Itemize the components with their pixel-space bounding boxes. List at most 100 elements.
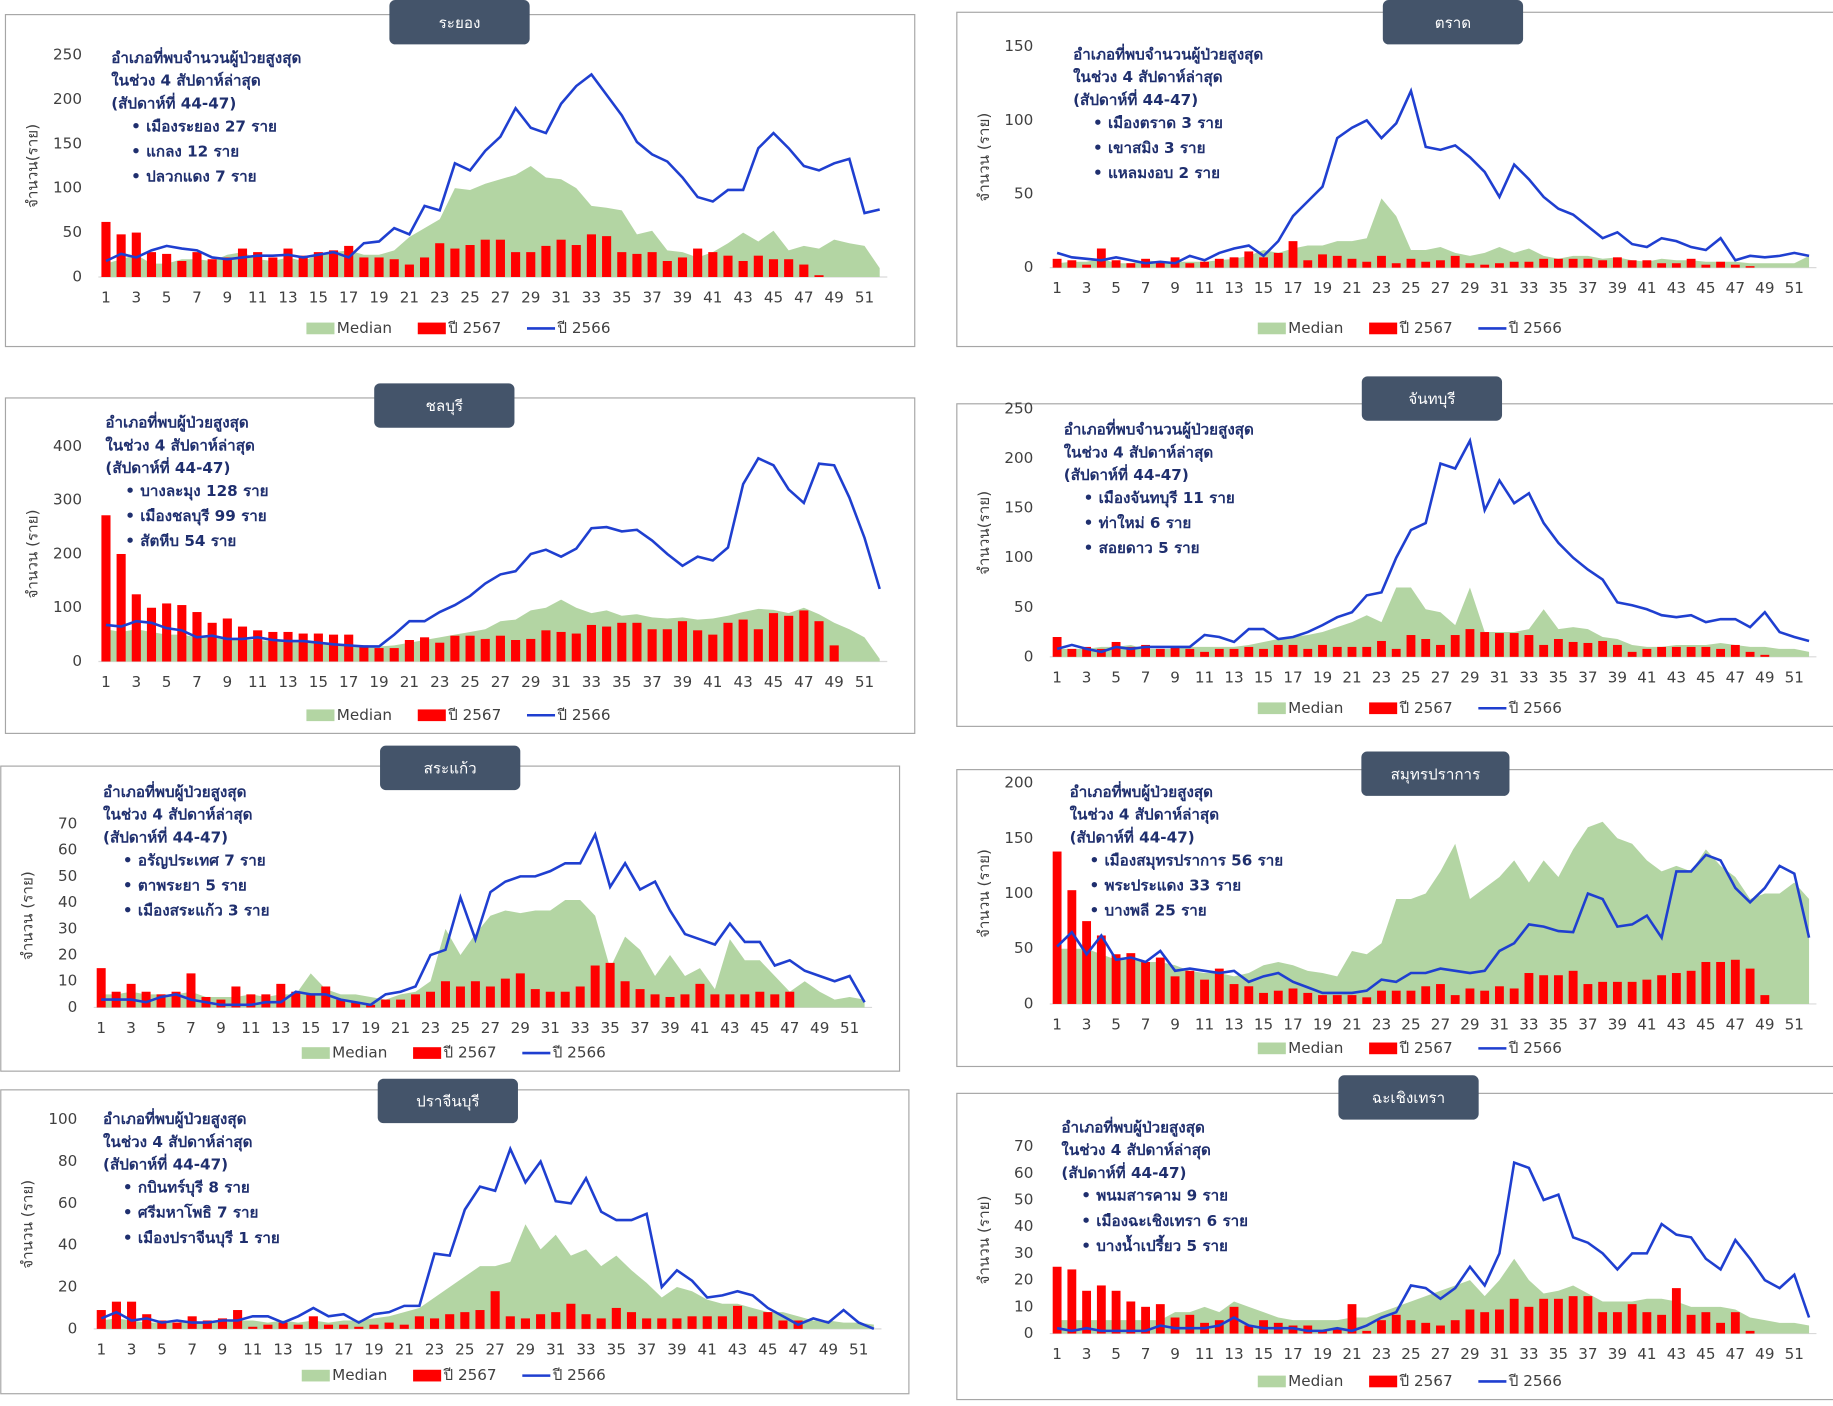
bar	[171, 991, 181, 1008]
x-tick-label: 39	[1608, 279, 1627, 297]
bar	[1200, 979, 1209, 1004]
x-tick-label: 5	[1111, 279, 1121, 297]
x-tick-label: 31	[551, 289, 570, 307]
x-tick-label: 1	[101, 289, 111, 307]
x-tick-label: 11	[1195, 1345, 1214, 1363]
x-tick-label: 25	[1401, 1345, 1420, 1363]
legend-swatch	[1369, 702, 1398, 715]
bar	[575, 986, 585, 1008]
x-tick-label: 27	[1431, 1015, 1450, 1033]
bar	[556, 631, 566, 662]
bar	[1657, 263, 1667, 268]
x-tick-label: 35	[1549, 668, 1568, 686]
bar	[1155, 957, 1165, 1004]
bar	[374, 648, 384, 662]
y-axis-label: จำนวน (ราย)	[975, 113, 993, 202]
bar	[1111, 1290, 1121, 1334]
x-tick-label: 39	[673, 289, 692, 307]
y-axis-label: จำนวน(ราย)	[23, 124, 41, 208]
bar	[1362, 1330, 1372, 1334]
bar	[1406, 258, 1416, 268]
y-tick-label: 50	[63, 223, 82, 241]
bar	[520, 1318, 530, 1329]
x-tick-label: 11	[241, 1019, 260, 1037]
bar	[1170, 1317, 1180, 1334]
bar	[541, 245, 551, 277]
bar	[283, 248, 293, 277]
bar	[1465, 1309, 1475, 1334]
x-tick-label: 33	[1519, 1345, 1538, 1363]
x-tick-label: 11	[248, 673, 267, 691]
x-tick-label: 3	[1082, 279, 1092, 297]
x-tick-label: 33	[571, 1019, 590, 1037]
line	[1056, 437, 1810, 654]
bar	[1553, 1298, 1563, 1334]
x-tick-label: 15	[309, 289, 328, 307]
x-tick-label: 5	[162, 673, 172, 691]
bar	[1568, 970, 1578, 1004]
line	[105, 72, 880, 263]
bar	[1612, 981, 1622, 1004]
x-tick-label: 37	[630, 1019, 649, 1037]
annotation: ในช่วง 4 สัปดาห์ล่าสุด	[103, 805, 252, 825]
bar	[687, 1316, 697, 1329]
x-tick-label: 47	[1726, 668, 1745, 686]
median-area	[1057, 821, 1810, 1004]
chart-title: ชลบุรี	[426, 397, 463, 416]
x-tick-label: 51	[1785, 279, 1804, 297]
bar	[1539, 258, 1549, 268]
bar	[1155, 648, 1165, 657]
bar	[1480, 990, 1490, 1004]
x-tick-label: 41	[698, 1340, 717, 1358]
x-tick-label: 25	[460, 289, 479, 307]
x-tick-label: 31	[1490, 1345, 1509, 1363]
bar	[1450, 1320, 1460, 1334]
bar	[541, 630, 551, 662]
x-tick-label: 23	[430, 673, 449, 691]
bar	[1052, 851, 1062, 1004]
y-tick-label: 50	[1014, 939, 1033, 957]
bar	[1214, 648, 1224, 657]
x-tick-label: 47	[780, 1019, 799, 1037]
annotation: อำเภอที่พบผู้ป่วยสูงสุด	[103, 1107, 246, 1129]
bar	[1303, 260, 1313, 268]
legend-label: ปี 2566	[552, 1366, 606, 1384]
bar	[435, 642, 445, 662]
legend-swatch	[1369, 1375, 1398, 1388]
y-tick-label: 100	[1004, 884, 1033, 902]
legend-swatch	[1257, 322, 1286, 335]
bar	[1465, 629, 1475, 657]
y-tick-label: 300	[53, 491, 82, 509]
bar	[1421, 261, 1431, 268]
x-tick-label: 3	[1082, 1345, 1092, 1363]
x-tick-label: 15	[1254, 668, 1273, 686]
bar	[1082, 646, 1092, 657]
bar	[321, 986, 331, 1008]
bar	[1730, 959, 1740, 1004]
bar	[560, 991, 570, 1008]
bar	[1229, 648, 1239, 657]
bar	[1214, 1320, 1224, 1334]
bar	[1480, 264, 1490, 268]
bar	[156, 994, 166, 1008]
bar	[1362, 997, 1372, 1004]
bar	[799, 264, 809, 277]
bar	[177, 605, 187, 662]
x-tick-label: 31	[551, 673, 570, 691]
title-box	[389, 0, 530, 45]
legend-label: ปี 2567	[1399, 319, 1453, 337]
bar	[1583, 1296, 1593, 1334]
bar	[617, 252, 627, 277]
bar	[1583, 984, 1593, 1004]
x-tick-label: 49	[1755, 1015, 1774, 1033]
x-tick-label: 11	[243, 1340, 262, 1358]
bar	[1332, 1328, 1342, 1334]
x-tick-label: 19	[1313, 279, 1332, 297]
bar	[485, 986, 495, 1008]
x-tick-label: 17	[1283, 1345, 1302, 1363]
bar	[1568, 1296, 1578, 1334]
y-tick-label: 40	[58, 893, 77, 911]
x-tick-label: 51	[1785, 1015, 1804, 1033]
bar	[1465, 263, 1475, 268]
bar	[677, 621, 688, 662]
